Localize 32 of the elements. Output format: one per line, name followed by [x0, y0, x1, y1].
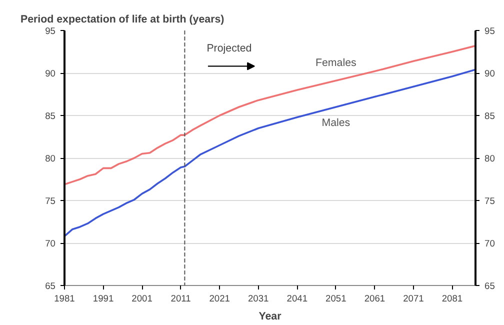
x-tick-label: 2041	[286, 294, 308, 304]
y-tick-label: 95	[45, 26, 56, 36]
x-tick-label: 2031	[248, 294, 269, 304]
y-tick-label: 75	[45, 196, 56, 206]
line-series	[64, 68, 476, 238]
y-axis-title: Period expectation of life at birth (years)	[20, 14, 225, 26]
x-axis-title: Year	[258, 310, 282, 322]
x-tick-label: 2071	[403, 294, 424, 304]
y2-tick-label: 70	[484, 238, 495, 248]
y-tick-label: 80	[45, 154, 56, 164]
series-label: Males	[322, 117, 350, 130]
y-tick-label: 70	[45, 238, 56, 248]
y-tick-label: 65	[45, 281, 56, 291]
y-tick-label: 90	[45, 68, 56, 78]
y2-tick-label: 95	[484, 26, 495, 36]
x-tick-label: 1981	[54, 294, 75, 304]
y2-tick-label: 90	[484, 68, 495, 78]
annotation: Projected	[206, 42, 252, 54]
y2-tick-label: 80	[484, 154, 495, 164]
series-label: Females	[315, 56, 356, 69]
x-tick-label: 2021	[209, 294, 230, 304]
x-tick-label: 2081	[442, 294, 463, 304]
x-tick-label: 2001	[132, 294, 152, 304]
y2-tick-label: 85	[484, 111, 495, 121]
x-tick-label: 1991	[92, 294, 114, 304]
y-tick-label: 85	[45, 111, 56, 121]
line-series	[64, 44, 476, 186]
y2-tick-label: 65	[484, 281, 495, 291]
x-tick-label: 2061	[364, 294, 386, 304]
x-tick-label: 2051	[326, 294, 346, 304]
y2-tick-label: 75	[484, 196, 495, 206]
x-tick-label: 2011	[170, 294, 191, 304]
